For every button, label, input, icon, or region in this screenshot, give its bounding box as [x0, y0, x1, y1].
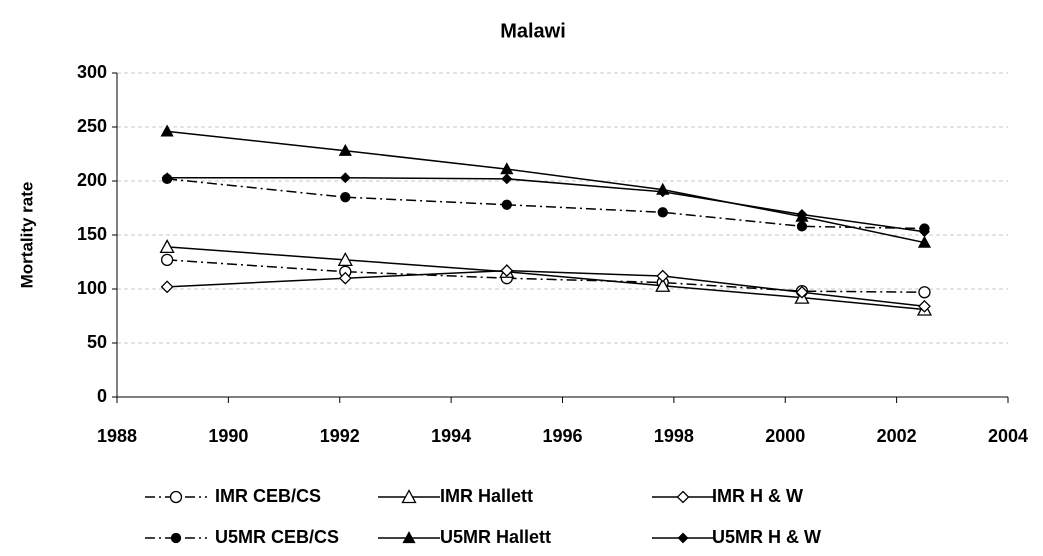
- marker: [337, 251, 353, 266]
- marker: [339, 172, 351, 184]
- marker: [796, 209, 808, 220]
- marker: [500, 264, 514, 278]
- x-tick-label: 2004: [988, 426, 1028, 446]
- marker: [919, 226, 930, 238]
- series-line: [167, 246, 925, 311]
- legend-marker: [401, 489, 417, 504]
- marker: [796, 221, 808, 232]
- x-tick-label: 2002: [877, 426, 917, 446]
- y-tick-label: 50: [87, 332, 107, 352]
- marker: [795, 285, 809, 299]
- marker: [161, 172, 173, 184]
- legend-label: U5MR CEB/CS: [215, 527, 339, 547]
- y-tick-label: 100: [77, 278, 107, 298]
- legend-marker: [170, 532, 182, 544]
- marker: [918, 299, 931, 313]
- series-line: [167, 130, 925, 244]
- marker: [501, 173, 513, 185]
- marker: [159, 239, 175, 254]
- x-tick-label: 2000: [765, 426, 805, 446]
- marker: [918, 286, 931, 299]
- legend-marker: [676, 490, 690, 504]
- legend-label: U5MR H & W: [712, 527, 821, 547]
- marker: [657, 207, 668, 218]
- y-tick-label: 150: [77, 224, 107, 244]
- y-tick-label: 300: [77, 62, 107, 82]
- x-tick-label: 1988: [97, 426, 137, 446]
- series-line: [167, 269, 925, 308]
- x-tick-label: 1990: [208, 426, 248, 446]
- marker: [338, 143, 352, 156]
- legend-label: U5MR Hallett: [440, 527, 551, 547]
- marker: [160, 124, 174, 137]
- legend-marker: [402, 531, 416, 544]
- marker: [656, 269, 670, 283]
- x-tick-label: 1996: [542, 426, 582, 446]
- x-tick-label: 1994: [431, 426, 471, 446]
- y-axis-label: Mortality rate: [17, 182, 36, 289]
- legend-marker: [677, 532, 689, 544]
- series-line: [167, 178, 925, 230]
- series-line: [167, 177, 925, 233]
- legend-label: IMR Hallett: [440, 486, 533, 506]
- y-tick-label: 200: [77, 170, 107, 190]
- y-tick-label: 0: [97, 386, 107, 406]
- legend-label: IMR CEB/CS: [215, 486, 321, 506]
- marker: [160, 280, 174, 294]
- marker: [160, 253, 174, 266]
- x-tick-label: 1992: [320, 426, 360, 446]
- marker: [501, 199, 512, 210]
- marker: [657, 186, 669, 198]
- legend-marker: [169, 490, 183, 504]
- x-tick-label: 1998: [654, 426, 694, 446]
- legend-label: IMR H & W: [712, 486, 803, 506]
- marker: [340, 192, 351, 203]
- series-line: [167, 259, 925, 293]
- marker: [917, 235, 932, 248]
- marker: [338, 271, 352, 285]
- chart-title: Malawi: [500, 20, 566, 42]
- marker: [655, 277, 671, 292]
- y-tick-label: 250: [77, 116, 107, 136]
